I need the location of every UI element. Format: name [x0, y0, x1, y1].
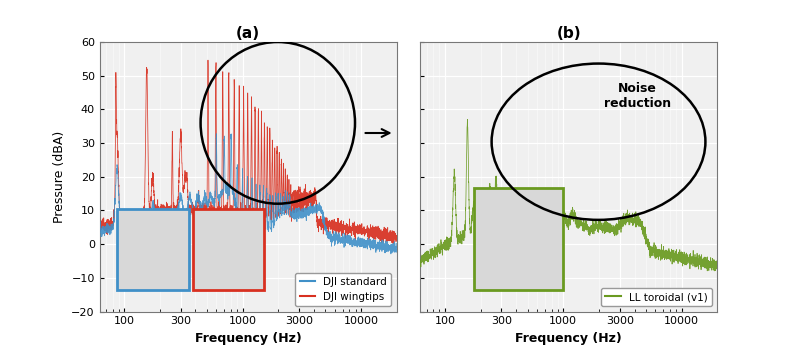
FancyBboxPatch shape [193, 209, 265, 290]
Text: Noise
reduction: Noise reduction [603, 82, 671, 110]
Y-axis label: Pressure (dBA): Pressure (dBA) [53, 131, 65, 223]
X-axis label: Frequency (Hz): Frequency (Hz) [194, 332, 301, 345]
Title: (a): (a) [236, 26, 260, 41]
Legend: DJI standard, DJI wingtips: DJI standard, DJI wingtips [296, 273, 391, 306]
FancyBboxPatch shape [473, 188, 563, 290]
Title: (b): (b) [556, 26, 581, 41]
Legend: LL toroidal (v1): LL toroidal (v1) [601, 288, 712, 306]
X-axis label: Frequency (Hz): Frequency (Hz) [516, 332, 622, 345]
FancyBboxPatch shape [117, 209, 189, 290]
